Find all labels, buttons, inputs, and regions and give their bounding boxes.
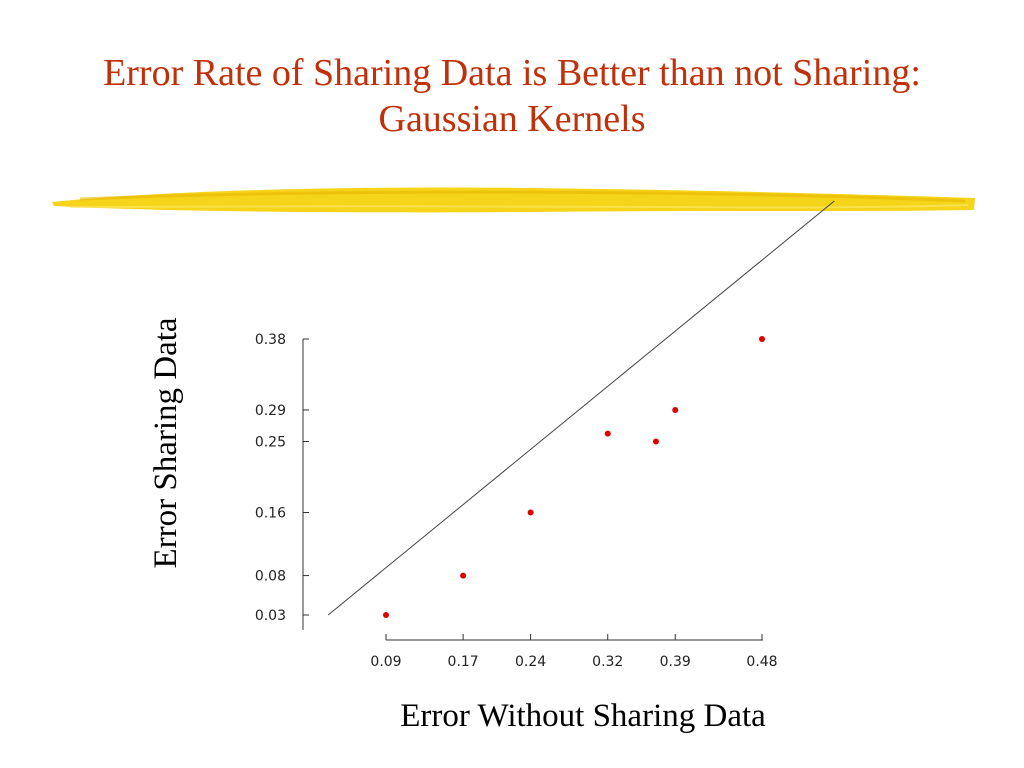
reference-line bbox=[327, 200, 835, 616]
x-tick-label: 0.39 bbox=[660, 654, 691, 670]
slide-title-line-2: Gaussian Kernels bbox=[378, 98, 646, 140]
data-point bbox=[652, 438, 659, 445]
highlighter-divider bbox=[52, 187, 975, 213]
data-point bbox=[460, 572, 467, 579]
y-tick-label: 0.16 bbox=[255, 505, 286, 521]
x-tick-label: 0.48 bbox=[746, 654, 777, 670]
slide-title: Error Rate of Sharing Data is Better tha… bbox=[0, 50, 1024, 142]
x-tick-label: 0.32 bbox=[592, 654, 623, 670]
y-axis-label: Error Sharing Data bbox=[148, 317, 184, 568]
y-tick-label: 0.29 bbox=[255, 403, 286, 419]
data-point bbox=[672, 406, 679, 413]
y-tick-label: 0.08 bbox=[255, 569, 286, 585]
chart-ticks: 0.03 0.08 0.16 0.25 0.29 0.38 0.09 0.17 0.24 0.32… bbox=[255, 332, 778, 670]
data-point bbox=[527, 509, 534, 516]
chart-axes bbox=[302, 339, 763, 641]
y-tick-label: 0.03 bbox=[255, 608, 286, 624]
y-tick-label: 0.38 bbox=[255, 332, 286, 348]
data-point bbox=[759, 336, 765, 342]
data-point bbox=[604, 430, 611, 437]
x-axis-label: Error Without Sharing Data bbox=[400, 698, 766, 734]
chart-points bbox=[383, 336, 765, 618]
x-tick-label: 0.24 bbox=[515, 654, 546, 670]
data-point bbox=[383, 612, 389, 618]
x-tick-label: 0.09 bbox=[370, 654, 401, 670]
y-tick-label: 0.25 bbox=[255, 435, 286, 451]
reference-line-group bbox=[327, 200, 835, 616]
x-tick-label: 0.17 bbox=[448, 654, 479, 670]
slide-title-line-1: Error Rate of Sharing Data is Better tha… bbox=[103, 52, 921, 94]
